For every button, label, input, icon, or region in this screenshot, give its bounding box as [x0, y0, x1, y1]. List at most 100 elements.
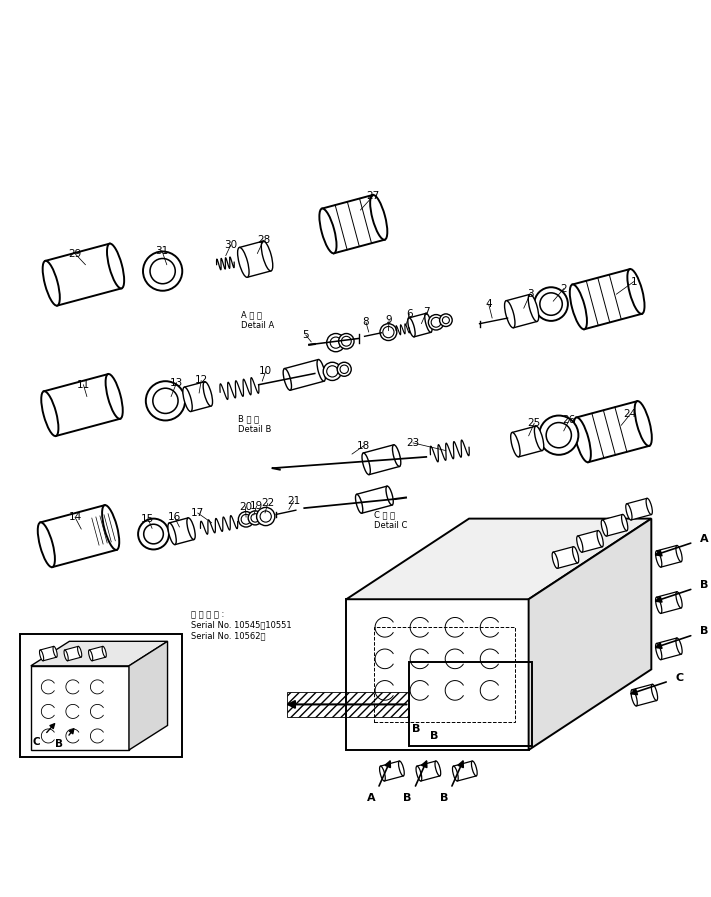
Bar — [375, 627, 515, 722]
Text: B: B — [700, 580, 708, 590]
Polygon shape — [409, 313, 431, 337]
Polygon shape — [322, 195, 385, 253]
Text: 29: 29 — [68, 248, 82, 258]
Ellipse shape — [168, 523, 176, 544]
Ellipse shape — [89, 650, 92, 661]
Circle shape — [251, 514, 260, 522]
Text: 13: 13 — [170, 378, 183, 388]
Polygon shape — [632, 684, 657, 706]
Text: B: B — [412, 724, 421, 734]
Ellipse shape — [107, 244, 124, 289]
Text: B 詳 細
Detail B: B 詳 細 Detail B — [237, 414, 271, 433]
Polygon shape — [346, 518, 651, 599]
Text: 18: 18 — [357, 440, 370, 450]
Ellipse shape — [106, 374, 123, 419]
Polygon shape — [46, 244, 122, 306]
Polygon shape — [31, 641, 168, 666]
Circle shape — [539, 415, 579, 455]
Circle shape — [338, 334, 354, 349]
Text: B: B — [55, 739, 63, 749]
Bar — [21, 634, 181, 757]
Text: 22: 22 — [261, 498, 274, 509]
Ellipse shape — [635, 401, 652, 446]
Text: 5: 5 — [302, 330, 309, 340]
Ellipse shape — [362, 453, 370, 475]
Ellipse shape — [53, 647, 57, 658]
Text: 4: 4 — [486, 299, 492, 309]
Ellipse shape — [676, 638, 682, 654]
Ellipse shape — [356, 494, 363, 513]
Polygon shape — [31, 666, 129, 750]
Ellipse shape — [572, 546, 579, 563]
Circle shape — [326, 366, 338, 377]
Ellipse shape — [656, 551, 662, 567]
Text: 14: 14 — [68, 512, 82, 522]
Ellipse shape — [570, 284, 587, 329]
Text: C: C — [33, 736, 41, 746]
Text: 17: 17 — [191, 508, 204, 518]
Circle shape — [257, 508, 275, 526]
Polygon shape — [656, 592, 681, 614]
Ellipse shape — [41, 391, 58, 436]
Text: 3: 3 — [527, 289, 533, 300]
Polygon shape — [656, 545, 681, 567]
Polygon shape — [506, 294, 537, 327]
Text: A 詳 細
Detail A: A 詳 細 Detail A — [241, 310, 274, 330]
Circle shape — [260, 511, 272, 522]
Ellipse shape — [621, 514, 628, 531]
Text: 19: 19 — [250, 501, 263, 511]
Text: 15: 15 — [141, 514, 154, 524]
Circle shape — [380, 324, 397, 341]
Circle shape — [138, 518, 169, 550]
Text: 27: 27 — [366, 191, 380, 201]
Polygon shape — [44, 374, 120, 436]
Ellipse shape — [399, 761, 405, 776]
Circle shape — [431, 318, 441, 327]
Ellipse shape — [317, 360, 326, 381]
Ellipse shape — [408, 318, 415, 337]
Text: 20: 20 — [239, 501, 252, 511]
Polygon shape — [89, 647, 106, 661]
Polygon shape — [380, 761, 403, 781]
Ellipse shape — [64, 650, 68, 661]
Ellipse shape — [471, 761, 477, 776]
Ellipse shape — [102, 505, 119, 550]
Polygon shape — [65, 647, 81, 661]
Circle shape — [241, 514, 251, 524]
Text: A: A — [700, 534, 708, 544]
Text: 9: 9 — [386, 315, 392, 326]
Ellipse shape — [577, 536, 583, 553]
Polygon shape — [512, 426, 542, 457]
Ellipse shape — [370, 195, 387, 239]
Text: B: B — [403, 793, 412, 803]
Text: 8: 8 — [363, 318, 369, 327]
Text: 10: 10 — [259, 366, 272, 377]
Circle shape — [341, 336, 351, 346]
Ellipse shape — [43, 261, 60, 306]
Ellipse shape — [102, 647, 106, 658]
Text: 31: 31 — [155, 246, 169, 256]
Circle shape — [143, 251, 182, 291]
Ellipse shape — [319, 208, 336, 253]
Ellipse shape — [392, 445, 401, 466]
Circle shape — [340, 365, 348, 373]
Circle shape — [326, 334, 345, 352]
Ellipse shape — [435, 761, 441, 776]
Ellipse shape — [203, 381, 213, 406]
Ellipse shape — [535, 426, 544, 450]
Circle shape — [146, 381, 185, 421]
Circle shape — [442, 317, 449, 324]
Polygon shape — [553, 546, 578, 569]
Text: 6: 6 — [406, 309, 413, 318]
Polygon shape — [40, 647, 57, 661]
Bar — [410, 662, 532, 746]
Circle shape — [428, 315, 444, 330]
Circle shape — [439, 314, 452, 327]
Circle shape — [540, 292, 562, 315]
Ellipse shape — [38, 522, 55, 567]
Ellipse shape — [262, 241, 273, 271]
Text: C: C — [675, 673, 683, 683]
Ellipse shape — [676, 545, 682, 562]
Circle shape — [150, 258, 175, 283]
Ellipse shape — [386, 486, 393, 505]
